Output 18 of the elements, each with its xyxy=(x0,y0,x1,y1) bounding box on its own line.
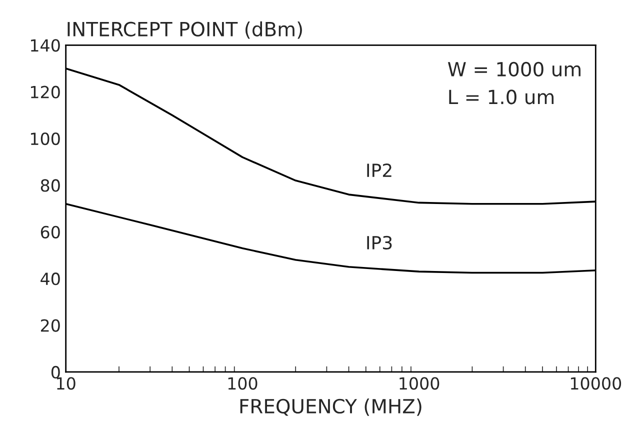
annotation: W = 1000 um xyxy=(448,62,580,77)
annotation: L = 1.0 um xyxy=(449,90,554,104)
y-tick-label: 60 xyxy=(40,226,60,238)
series-label: IP2 xyxy=(367,164,392,177)
series-label: IP3 xyxy=(367,236,392,250)
y-tick-label: 120 xyxy=(30,86,60,98)
x-tick-label: 10000 xyxy=(570,377,622,390)
x-tick-label: 1000 xyxy=(400,377,440,390)
x-tick-label: 10 xyxy=(57,377,76,390)
y-tick-label: 0 xyxy=(51,366,60,379)
y-tick-label: 40 xyxy=(40,272,60,286)
y-tick-label: 20 xyxy=(40,319,60,332)
y-axis-title: INTERCEPT POINT (dBm) xyxy=(68,21,302,39)
x-axis-title: FREQUENCY (MHZ) xyxy=(240,398,422,416)
x-tick-label: 100 xyxy=(228,377,258,390)
y-tick-label: 100 xyxy=(30,132,60,146)
y-tick-label: 80 xyxy=(40,179,60,192)
y-tick-label: 140 xyxy=(30,39,60,52)
